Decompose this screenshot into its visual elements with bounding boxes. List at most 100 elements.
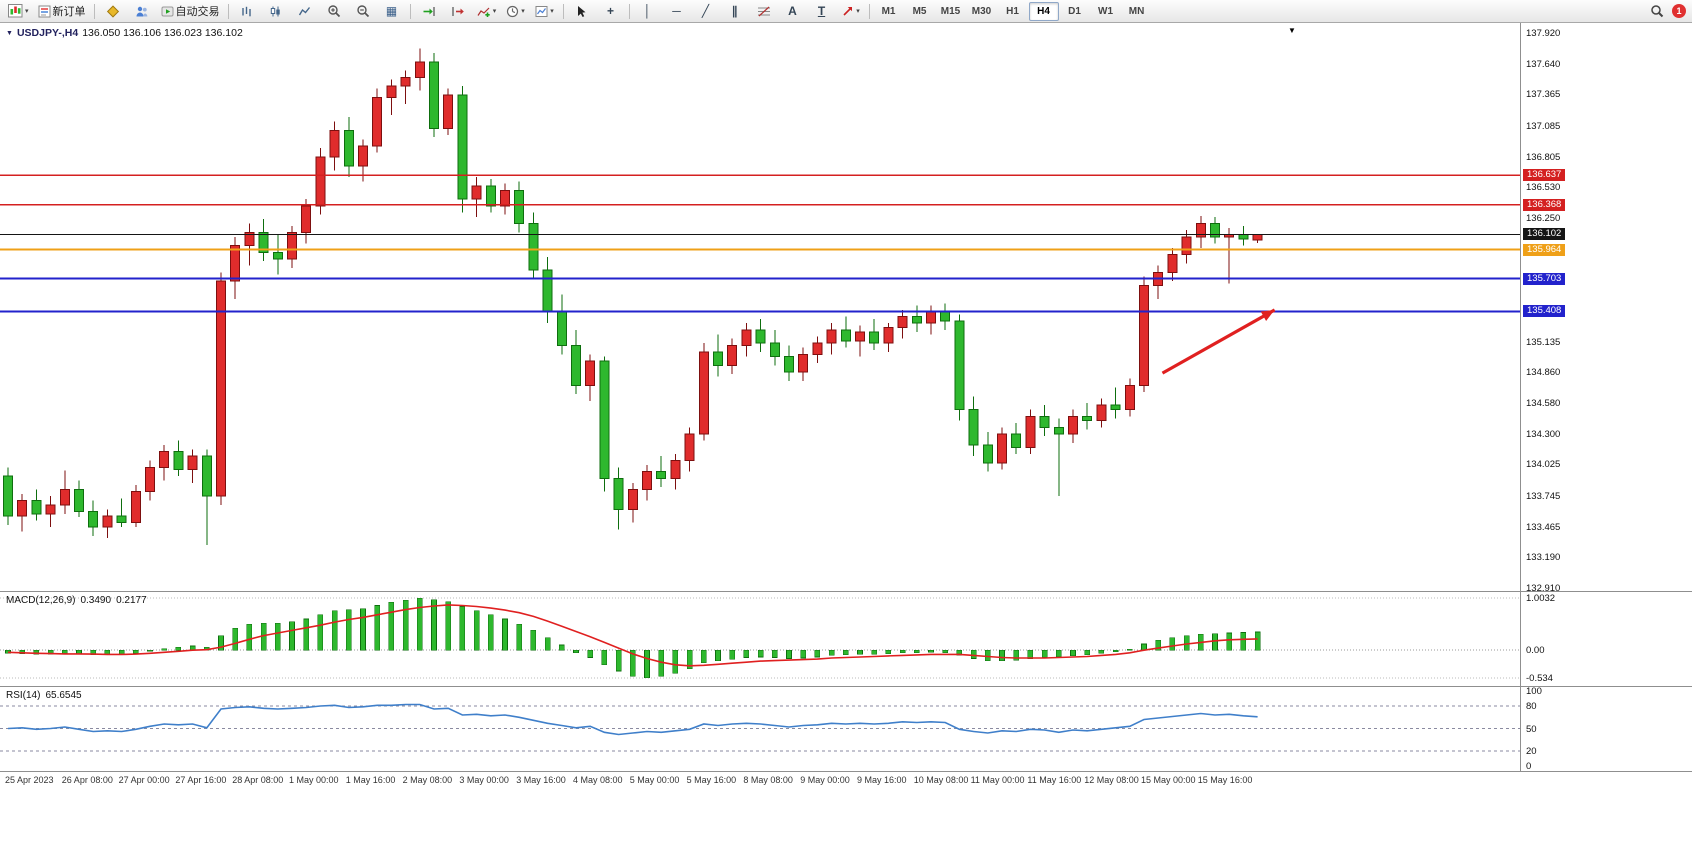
trendline-button[interactable]: ╱ xyxy=(692,1,720,22)
community-icon xyxy=(136,6,147,16)
macd-axis-label: -0.534 xyxy=(1526,673,1553,684)
zoom-out-button[interactable] xyxy=(349,1,377,22)
metaeditor-button[interactable] xyxy=(99,1,127,22)
auto-trading-icon xyxy=(161,6,174,16)
panel-separator[interactable] xyxy=(0,686,1692,687)
line-chart-icon xyxy=(298,6,311,15)
crosshair-button[interactable]: + xyxy=(597,1,625,22)
periods-button[interactable]: ▾ xyxy=(502,1,530,22)
macd-main-value: 0.3490 xyxy=(80,595,112,606)
search-icon xyxy=(1651,5,1664,18)
timeframe-m15-button[interactable]: M15 xyxy=(940,5,961,17)
arrows-button[interactable]: ▾ xyxy=(837,1,865,22)
navigator-button[interactable] xyxy=(128,1,156,22)
timeframe-m5-button[interactable]: M5 xyxy=(912,5,927,17)
template-icon xyxy=(535,5,548,17)
time-axis-label: 25 Apr 2023 xyxy=(5,775,54,785)
price-axis-label: 137.920 xyxy=(1526,28,1561,39)
timeframe-mn-button[interactable]: MN xyxy=(1128,5,1145,17)
price-axis[interactable]: 137.920 137.640 137.365 137.085 136.805 136.5… xyxy=(1521,23,1691,594)
search-button[interactable] xyxy=(1643,1,1671,22)
timeframe-h1-button[interactable]: H1 xyxy=(1006,5,1019,17)
timeframe-d1-button[interactable]: D1 xyxy=(1068,5,1081,17)
vertical-line-button[interactable]: │ xyxy=(634,1,662,22)
time-axis-label: 11 May 00:00 xyxy=(970,775,1025,785)
zoom-in-button[interactable] xyxy=(320,1,348,22)
price-chart-panel[interactable]: ▼ USDJPY-,H4 136.050 136.106 136.023 136… xyxy=(0,23,1692,594)
crosshair-icon: + xyxy=(607,4,615,18)
timeframe-toolbar: M1 M5 M15 M30 H1 H4 D1 W1 MN xyxy=(874,1,1152,21)
rsi-line xyxy=(7,703,1258,736)
fibonacci-button[interactable] xyxy=(750,1,778,22)
price-badge: 135.964 xyxy=(1523,243,1566,256)
timeframe-m30-button[interactable]: M30 xyxy=(971,5,992,17)
panel-separator[interactable] xyxy=(0,591,1692,592)
dropdown-caret-icon: ▾ xyxy=(521,7,525,15)
line-chart-type-button[interactable] xyxy=(291,1,319,22)
time-axis-label: 28 Apr 08:00 xyxy=(232,775,284,785)
auto-trading-button[interactable]: 自动交易 xyxy=(157,1,224,22)
time-axis-label: 1 May 16:00 xyxy=(345,775,396,785)
metaeditor-icon xyxy=(106,4,119,18)
cursor-icon xyxy=(578,5,586,17)
dropdown-caret-icon: ▾ xyxy=(492,7,497,15)
horizontal-line-icon: ─ xyxy=(672,4,681,18)
time-axis-label: 8 May 08:00 xyxy=(743,775,793,785)
text-label-button[interactable]: T xyxy=(808,1,836,22)
rsi-panel[interactable]: RSI(14) 65.6545 100 80 50 20 0 xyxy=(0,686,1692,772)
time-axis-label: 27 Apr 16:00 xyxy=(175,775,227,785)
auto-scroll-icon xyxy=(423,6,435,16)
equidistant-channel-button[interactable]: ∥ xyxy=(721,1,749,22)
cursor-button[interactable] xyxy=(568,1,596,22)
toolbar-divider xyxy=(409,3,411,19)
price-axis-label: 134.580 xyxy=(1526,398,1561,409)
rsi-axis-label: 50 xyxy=(1526,723,1537,735)
chart-shift-marker-icon[interactable]: ▼ xyxy=(1288,26,1296,35)
channel-icon: ∥ xyxy=(731,4,738,18)
text-tool-button[interactable]: A xyxy=(779,1,807,22)
tile-windows-button[interactable]: ▦ xyxy=(378,1,406,22)
time-axis-label: 26 Apr 08:00 xyxy=(61,775,113,785)
rsi-axis-label: 100 xyxy=(1526,686,1542,697)
macd-axis-label: 0.00 xyxy=(1526,645,1545,657)
macd-axis[interactable]: 1.0032 0.00 -0.534 xyxy=(1521,592,1691,686)
chart-shift-button[interactable] xyxy=(444,1,472,22)
trend-arrow-object[interactable] xyxy=(1161,308,1276,375)
auto-scroll-button[interactable] xyxy=(415,1,443,22)
candles-layer xyxy=(3,48,1263,545)
chart-ohlc-values: 136.050 136.106 136.023 136.102 xyxy=(82,27,243,39)
label-icon: T xyxy=(817,4,826,18)
zoom-out-icon xyxy=(356,5,369,18)
price-axis-label: 134.860 xyxy=(1526,366,1561,378)
indicators-button[interactable]: ▾ xyxy=(473,1,501,22)
rsi-name: RSI(14) xyxy=(6,690,41,701)
time-axis-label: 5 May 00:00 xyxy=(629,775,680,785)
price-axis-label: 135.135 xyxy=(1526,336,1561,348)
time-axis-label: 15 May 00:00 xyxy=(1141,775,1196,785)
time-axis-label: 27 Apr 00:00 xyxy=(118,775,170,785)
rsi-axis[interactable]: 100 80 50 20 0 xyxy=(1521,686,1691,772)
fibonacci-icon xyxy=(757,6,770,16)
new-order-button[interactable]: 新订单 xyxy=(34,1,90,22)
horizontal-line-button[interactable]: ─ xyxy=(663,1,691,22)
bar-chart-type-button[interactable] xyxy=(233,1,261,22)
price-badge: 136.637 xyxy=(1523,169,1566,182)
price-badge: 136.368 xyxy=(1523,198,1566,211)
macd-histogram xyxy=(5,597,1261,679)
notifications-badge[interactable]: 1 xyxy=(1672,4,1686,18)
candlestick-chart-icon xyxy=(270,6,280,16)
timeframe-w1-button[interactable]: W1 xyxy=(1098,5,1114,17)
macd-signal-value: 0.2177 xyxy=(116,595,147,606)
time-axis[interactable]: 25 Apr 2023 26 Apr 08:00 27 Apr 00:00 27 Ap… xyxy=(0,771,1692,791)
price-axis-label: 133.465 xyxy=(1526,521,1561,533)
rsi-axis-label: 20 xyxy=(1526,746,1537,757)
price-axis-label: 136.805 xyxy=(1526,151,1561,163)
symbol-dropdown-icon[interactable]: ▼ xyxy=(6,29,13,37)
templates-button[interactable]: ▾ xyxy=(531,1,559,22)
macd-panel[interactable]: MACD(12,26,9) 0.3490 0.2177 1.0032 0.00 -0… xyxy=(0,592,1692,686)
timeframe-m1-button[interactable]: M1 xyxy=(881,5,896,17)
rsi-value: 65.6545 xyxy=(45,690,82,701)
candlestick-chart-type-button[interactable] xyxy=(262,1,290,22)
timeframe-h4-button[interactable]: H4 xyxy=(1028,1,1059,21)
new-chart-button[interactable]: ▾ xyxy=(4,1,33,22)
